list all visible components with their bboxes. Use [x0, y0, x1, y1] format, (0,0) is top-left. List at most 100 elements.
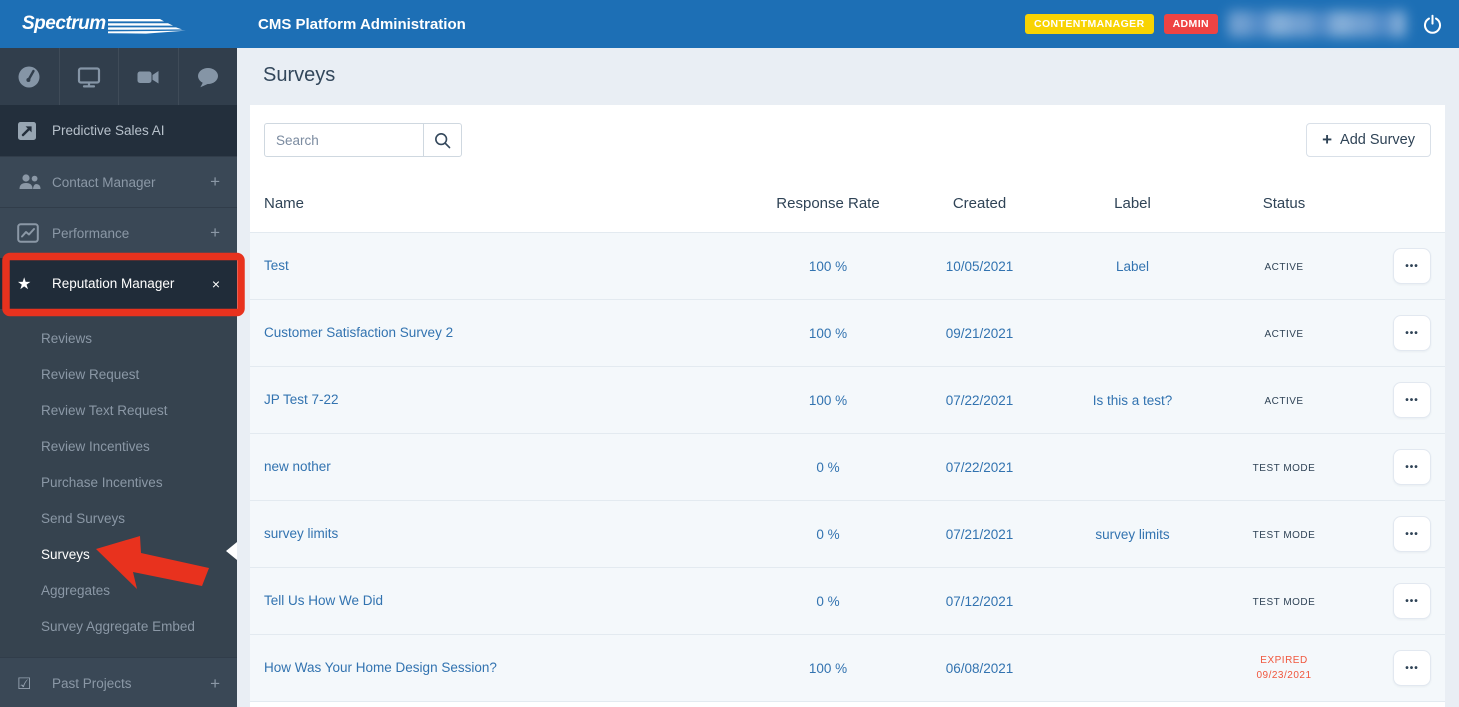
table-row: Tell Us How We Did 0 % 07/12/2021 TEST M… [250, 568, 1445, 635]
spectrum-logo-stripes-icon [107, 19, 186, 34]
status-badge: TEST MODE [1252, 530, 1316, 541]
plus-icon: + [1322, 129, 1333, 149]
checkbox-icon: ☑ [17, 675, 32, 693]
label-cell: Label [1115, 258, 1150, 274]
row-actions-button[interactable]: ••• [1393, 315, 1431, 351]
table-row: survey limits 0 % 07/21/2021 survey limi… [250, 501, 1445, 568]
sidebar-tab-chat[interactable] [179, 48, 238, 105]
sidebar-icon-row [0, 48, 237, 105]
survey-name-link[interactable]: survey limits [264, 526, 339, 541]
row-actions-button[interactable]: ••• [1393, 248, 1431, 284]
ellipsis-icon: ••• [1405, 394, 1419, 406]
sidebar-tab-dashboard[interactable] [0, 48, 60, 105]
created-cell: 09/21/2021 [945, 325, 1014, 341]
survey-name-link[interactable]: Test [264, 258, 289, 273]
survey-name-link[interactable]: Tell Us How We Did [264, 593, 384, 608]
table-row: Customer Satisfaction Survey 2 100 % 09/… [250, 300, 1445, 367]
sidebar-tab-monitor[interactable] [60, 48, 119, 105]
submenu-item-surveys[interactable]: Surveys [41, 547, 90, 562]
table-row: Test 100 % 10/05/2021 Label ACTIVE ••• [250, 233, 1445, 300]
surveys-card: + Add Survey Name Response Rate Created … [250, 105, 1445, 707]
status-badge: ACTIVE [1264, 262, 1304, 273]
status-expired-label: EXPIRED [1260, 655, 1308, 666]
sidebar-item-label: Predictive Sales AI [52, 123, 165, 138]
response-rate-cell: 100 % [808, 660, 848, 676]
survey-name-link[interactable]: JP Test 7-22 [264, 392, 339, 407]
app-title: CMS Platform Administration [258, 15, 466, 33]
chart-line-icon [17, 223, 39, 243]
page-title: Surveys [263, 64, 336, 86]
submenu-item-reviews[interactable]: Reviews [41, 331, 93, 346]
ellipsis-icon: ••• [1405, 327, 1419, 339]
submenu-item-survey-aggregate-embed[interactable]: Survey Aggregate Embed [41, 619, 195, 634]
sidebar-item-label: Reputation Manager [52, 276, 175, 291]
sidebar-item-reputation-manager[interactable]: ★ Reputation Manager × [0, 258, 237, 309]
response-rate-cell: 0 % [816, 459, 840, 475]
submenu-item-review-request[interactable]: Review Request [41, 367, 140, 382]
submenu-item-aggregates[interactable]: Aggregates [41, 583, 111, 598]
sidebar-tab-video[interactable] [119, 48, 179, 105]
survey-name-link[interactable]: How Was Your Home Design Session? [264, 660, 497, 675]
table-toolbar: + Add Survey [250, 105, 1445, 175]
created-cell: 10/05/2021 [945, 258, 1014, 274]
plus-icon[interactable]: + [210, 223, 220, 242]
sidebar-item-contact-manager[interactable]: Contact Manager + [0, 156, 237, 207]
submenu-item-purchase-incentives[interactable]: Purchase Incentives [41, 475, 163, 490]
plus-icon[interactable]: + [210, 673, 220, 693]
column-header-response-rate: Response Rate [776, 195, 880, 212]
row-actions-button[interactable]: ••• [1393, 516, 1431, 552]
add-survey-button[interactable]: + Add Survey [1306, 123, 1431, 157]
response-rate-cell: 100 % [808, 325, 848, 341]
external-link-square-icon [18, 121, 36, 140]
submenu-item-review-incentives[interactable]: Review Incentives [41, 439, 150, 454]
survey-name-link[interactable]: Customer Satisfaction Survey 2 [264, 325, 454, 340]
table-header: Name Response Rate Created Label Status [250, 175, 1445, 233]
power-icon [1424, 14, 1441, 34]
star-icon: ★ [17, 275, 32, 293]
status-badge: ACTIVE [1264, 329, 1304, 340]
status-expired-date: 09/23/2021 [1256, 670, 1312, 681]
response-rate-cell: 100 % [808, 258, 848, 274]
row-actions-button[interactable]: ••• [1393, 650, 1431, 686]
submenu-item-send-surveys[interactable]: Send Surveys [41, 511, 126, 526]
submenu-item-review-text-request[interactable]: Review Text Request [41, 403, 168, 418]
created-cell: 07/22/2021 [945, 459, 1014, 475]
row-actions-button[interactable]: ••• [1393, 382, 1431, 418]
survey-name-link[interactable]: new nother [264, 459, 331, 474]
logout-power-button[interactable] [1422, 14, 1443, 35]
ellipsis-icon: ••• [1405, 461, 1419, 473]
spectrum-logo-text: Spectrum [22, 13, 106, 34]
row-actions-button[interactable]: ••• [1393, 583, 1431, 619]
column-header-created: Created [952, 195, 1007, 212]
spectrum-logo: Spectrum [0, 13, 237, 35]
sidebar-item-past-projects[interactable]: ☑ Past Projects + [0, 657, 237, 707]
response-rate-cell: 0 % [816, 593, 840, 609]
status-badge: ACTIVE [1264, 396, 1304, 407]
add-survey-label: Add Survey [1340, 132, 1415, 148]
table-row: JP Test 7-22 100 % 07/22/2021 Is this a … [250, 367, 1445, 434]
user-name-redacted [1228, 11, 1406, 37]
label-cell: survey limits [1095, 526, 1170, 542]
table-row: How Was Your Home Design Session? 100 % … [250, 635, 1445, 702]
users-icon [19, 174, 41, 189]
chat-bubble-icon [197, 67, 218, 87]
search-input[interactable] [264, 123, 424, 157]
monitor-icon [77, 66, 100, 87]
search-icon [435, 132, 451, 148]
sidebar-item-performance[interactable]: Performance + [0, 207, 237, 258]
plus-icon[interactable]: + [210, 172, 220, 191]
top-bar: Spectrum CMS Platform Administration CON… [0, 0, 1459, 48]
created-cell: 06/08/2021 [945, 660, 1014, 676]
search-button[interactable] [423, 123, 462, 157]
status-badge: TEST MODE [1252, 597, 1316, 608]
ellipsis-icon: ••• [1405, 260, 1419, 272]
sidebar-item-label: Performance [52, 225, 130, 241]
close-icon[interactable]: × [211, 275, 220, 292]
label-cell: Is this a test? [1092, 392, 1173, 408]
response-rate-cell: 100 % [808, 392, 848, 408]
status-badge: TEST MODE [1252, 463, 1316, 474]
column-header-label: Label [1114, 195, 1151, 212]
sidebar-item-predictive-sales-ai[interactable]: Predictive Sales AI [0, 105, 237, 156]
row-actions-button[interactable]: ••• [1393, 449, 1431, 485]
column-header-status: Status [1262, 195, 1306, 212]
